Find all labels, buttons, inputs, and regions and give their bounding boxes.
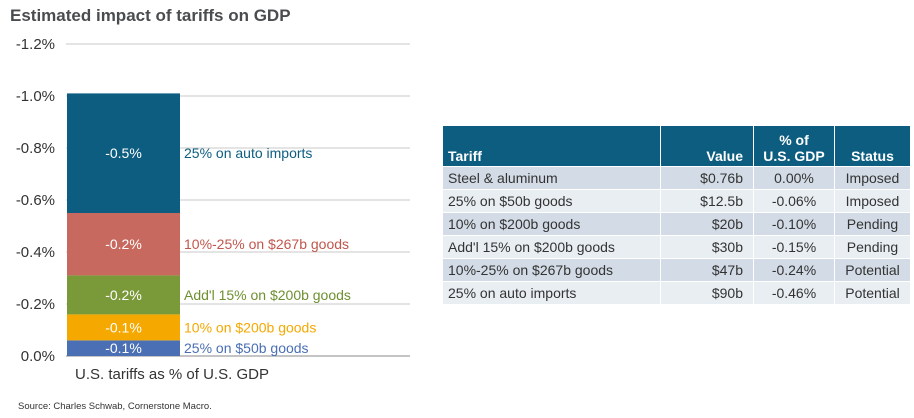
cell-gdp-pct: -0.46% [753, 281, 835, 304]
stacked-bar-chart: -1.2% -1.0% -0.8% -0.6% -0.4% -0.2% 0.0% -0.1% 2… [16, 36, 410, 365]
y-tick-label: -1.0% [16, 88, 55, 105]
cell-tariff: Add'l 15% on $200b goods [443, 235, 661, 259]
cell-status: Potential [834, 258, 910, 282]
table-row: 10% on $200b goods $20b -0.10% Pending [443, 212, 910, 236]
table-row: Add'l 15% on $200b goods $30b -0.15% Pendin… [443, 235, 910, 259]
y-tick-label: -0.8% [16, 140, 55, 157]
y-tick-label: 0.0% [21, 348, 55, 365]
cell-tariff: 10%-25% on $267b goods [443, 258, 661, 282]
cell-gdp-pct: -0.15% [753, 235, 835, 259]
segment-name-label: 10%-25% on $267b goods [184, 236, 349, 252]
cell-value: $12.5b [660, 189, 754, 213]
segment-name-label: 10% on $200b goods [184, 319, 316, 335]
cell-gdp-pct: -0.10% [753, 212, 835, 236]
data-label: -0.1% [105, 340, 142, 356]
data-label: -0.5% [105, 145, 142, 161]
x-axis-label: U.S. tariffs as % of U.S. GDP [75, 366, 269, 383]
cell-tariff: 25% on auto imports [443, 281, 661, 304]
header-status: Status [834, 126, 910, 167]
bar-segment [67, 340, 180, 356]
y-tick-label: -0.4% [16, 244, 55, 261]
table-header-row: Tariff Value % of U.S. GDP Status [443, 126, 910, 167]
source-note: Source: Charles Schwab, Cornerstone Macr… [18, 401, 212, 412]
table-row: 10%-25% on $267b goods $47b -0.24% Potentia… [443, 258, 910, 282]
chart-title: Estimated impact of tariffs on GDP [10, 6, 291, 25]
segment-name-label: Add'l 15% on $200b goods [184, 287, 351, 303]
cell-status: Potential [834, 281, 910, 304]
tariff-table: Tariff Value % of U.S. GDP Status Steel &… [443, 126, 910, 304]
cell-value: $0.76b [660, 166, 754, 190]
cell-value: $30b [660, 235, 754, 259]
bar-segment [67, 93, 180, 213]
cell-tariff: 25% on $50b goods [443, 189, 661, 213]
segment-name-label: 25% on auto imports [184, 145, 312, 161]
cell-value: $47b [660, 258, 754, 282]
cell-status: Pending [834, 212, 910, 236]
header-gdp-pct: % of U.S. GDP [753, 126, 835, 167]
cell-status: Imposed [834, 189, 910, 213]
bar-segment [67, 213, 180, 276]
bar-segment [67, 275, 180, 315]
cell-status: Pending [834, 235, 910, 259]
table-row: 25% on auto imports $90b -0.46% Potential [443, 281, 910, 304]
data-label: -0.1% [105, 319, 142, 335]
segment-name-label: 25% on $50b goods [184, 340, 309, 356]
table-row: 25% on $50b goods $12.5b -0.06% Imposed [443, 189, 910, 213]
cell-value: $90b [660, 281, 754, 304]
table-row: Steel & aluminum $0.76b 0.00% Imposed [443, 166, 910, 190]
cell-gdp-pct: -0.24% [753, 258, 835, 282]
cell-tariff: 10% on $200b goods [443, 212, 661, 236]
header-tariff: Tariff [443, 126, 661, 167]
y-tick-label: -1.2% [16, 36, 55, 53]
data-label: -0.2% [105, 287, 142, 303]
cell-status: Imposed [834, 166, 910, 190]
cell-value: $20b [660, 212, 754, 236]
y-tick-label: -0.6% [16, 192, 55, 209]
data-label: -0.2% [105, 236, 142, 252]
header-value: Value [660, 126, 754, 167]
cell-gdp-pct: -0.06% [753, 189, 835, 213]
cell-gdp-pct: 0.00% [753, 166, 835, 190]
y-tick-label: -0.2% [16, 296, 55, 313]
bar-segment [67, 314, 180, 341]
cell-tariff: Steel & aluminum [443, 166, 661, 190]
